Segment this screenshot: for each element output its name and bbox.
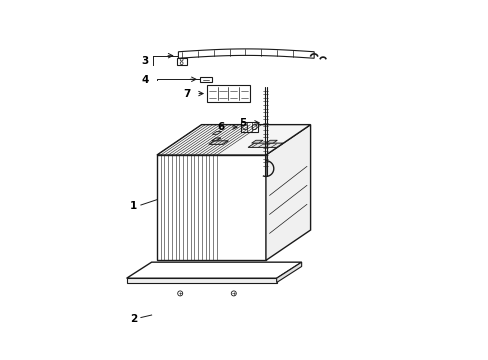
Polygon shape — [265, 125, 310, 260]
Text: 1: 1 — [130, 201, 137, 211]
Polygon shape — [208, 141, 228, 144]
Polygon shape — [211, 138, 221, 141]
Polygon shape — [251, 140, 263, 143]
Text: 6: 6 — [217, 122, 224, 132]
Text: 5: 5 — [239, 118, 246, 128]
Polygon shape — [126, 278, 276, 283]
Polygon shape — [200, 77, 212, 82]
Polygon shape — [276, 262, 301, 283]
Text: 2: 2 — [130, 314, 137, 324]
Polygon shape — [157, 125, 310, 155]
Polygon shape — [212, 131, 221, 134]
Text: 4: 4 — [141, 75, 148, 85]
Polygon shape — [157, 155, 265, 260]
Polygon shape — [241, 122, 258, 132]
Text: 3: 3 — [141, 57, 148, 66]
Polygon shape — [176, 58, 186, 65]
Polygon shape — [265, 140, 277, 143]
Polygon shape — [126, 262, 301, 278]
Polygon shape — [178, 49, 313, 58]
Text: 7: 7 — [183, 89, 190, 99]
Polygon shape — [206, 85, 249, 102]
Polygon shape — [247, 143, 283, 147]
